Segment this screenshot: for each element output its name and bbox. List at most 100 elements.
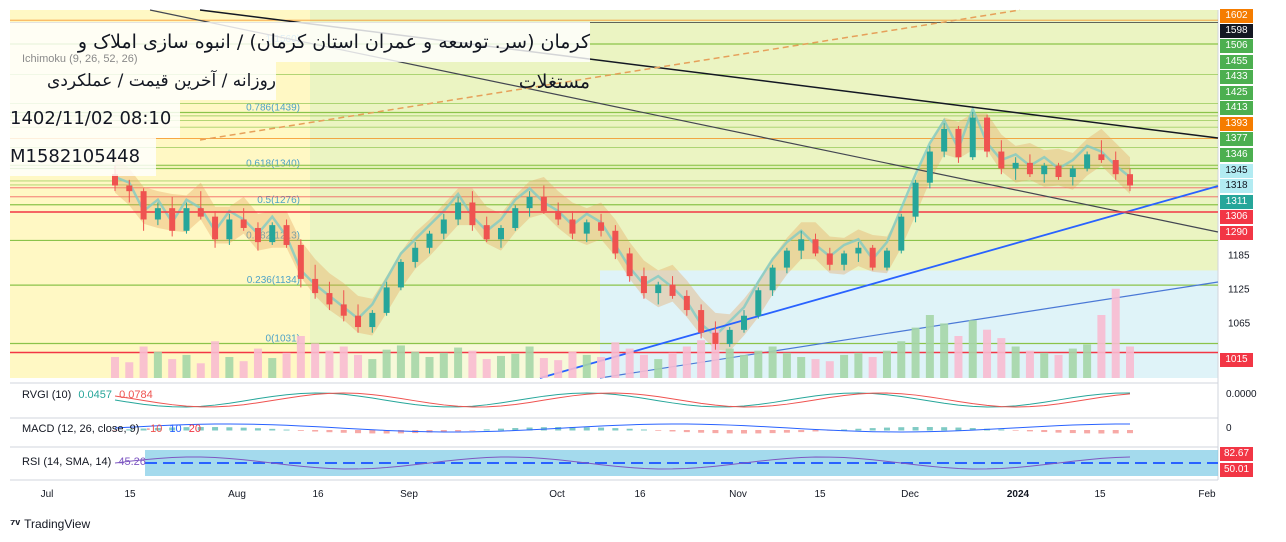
macd-name: MACD (12, 26, close, 9) <box>22 423 140 435</box>
volume-bar-37 <box>639 354 648 378</box>
macd-value-1: -10 <box>146 423 163 435</box>
macd-hist-42 <box>712 430 719 434</box>
price-tag-1015: 1015 <box>1220 353 1253 367</box>
rsi-label[interactable]: RSI (14, SMA, 14) 45.26 <box>18 456 146 468</box>
volume-bar-32 <box>568 351 577 378</box>
candle-body-36 <box>626 253 633 277</box>
candle-body-21 <box>412 247 419 262</box>
volume-bar-48 <box>797 357 806 378</box>
x-tick-11: 15 <box>1094 489 1106 500</box>
volume-bar-4 <box>168 359 177 378</box>
macd-hist-14 <box>312 430 319 432</box>
volume-bar-51 <box>840 354 849 378</box>
macd-hist-52 <box>855 428 862 431</box>
candle-body-70 <box>1112 160 1119 175</box>
volume-bar-12 <box>282 352 291 378</box>
macd-hist-9 <box>240 427 247 431</box>
candle-body-66 <box>1055 165 1062 178</box>
candle-body-53 <box>869 247 876 268</box>
candle-body-39 <box>669 284 676 296</box>
macd-hist-20 <box>397 430 404 434</box>
volume-bar-70 <box>1111 288 1120 378</box>
y-tick-2: 1065 <box>1228 318 1251 330</box>
rsi-band <box>145 450 1218 476</box>
ichimoku-name: Ichimoku (9, 26, 52, 26) <box>22 53 138 65</box>
candle-body-31 <box>555 210 562 220</box>
macd-hist-54 <box>883 427 890 431</box>
macd-hist-65 <box>1041 430 1048 433</box>
x-tick-5: Oct <box>549 489 565 500</box>
volume-bar-7 <box>211 341 220 378</box>
volume-bar-62 <box>997 338 1006 378</box>
candle-body-25 <box>469 202 476 226</box>
macd-hist-38 <box>655 430 662 431</box>
volume-bar-47 <box>782 352 791 378</box>
volume-bar-50 <box>825 361 834 378</box>
candle-body-27 <box>497 227 504 240</box>
fib-label-4: 0.618(1340) <box>246 159 300 170</box>
macd-hist-26 <box>483 429 490 431</box>
volume-bar-1 <box>125 362 134 378</box>
volume-bar-68 <box>1083 344 1092 378</box>
rsi-tag-upper: 82.67 <box>1220 447 1253 461</box>
volume-bar-69 <box>1097 315 1106 378</box>
volume-bar-49 <box>811 359 820 378</box>
candle-body-44 <box>741 315 748 330</box>
rsi-name: RSI (14, SMA, 14) <box>22 456 112 468</box>
tradingview-brand[interactable]: ⁷ᵛ TradingView <box>10 516 90 531</box>
candle-body-60 <box>969 117 976 158</box>
macd-hist-47 <box>783 430 790 433</box>
price-tag-1413: 1413 <box>1220 101 1253 115</box>
candle-body-5 <box>183 208 190 231</box>
volume-bar-52 <box>854 352 863 378</box>
volume-bar-8 <box>225 357 234 378</box>
volume-bar-41 <box>697 340 706 378</box>
rvgi-label[interactable]: RVGI (10) 0.0457 0.0784 <box>18 389 153 401</box>
candle-body-46 <box>769 267 776 291</box>
volume-bar-22 <box>425 357 434 378</box>
volume-bar-0 <box>111 357 119 378</box>
candle-body-48 <box>798 239 805 251</box>
macd-hist-3 <box>154 427 161 431</box>
macd-value-3: 20 <box>188 423 201 435</box>
volume-bar-65 <box>1040 352 1049 378</box>
volume-bar-14 <box>311 343 320 378</box>
price-tag-1290: 1290 <box>1220 226 1253 240</box>
cloud-area <box>115 113 1130 352</box>
macd-hist-35 <box>612 428 619 431</box>
candle-body-12 <box>283 225 290 245</box>
macd-hist-0 <box>112 430 118 431</box>
volume-bar-15 <box>325 350 334 378</box>
candle-body-30 <box>540 196 547 211</box>
macd-hist-69 <box>1098 430 1105 434</box>
price-tag-1393: 1393 <box>1220 117 1253 131</box>
candle-body-17 <box>355 315 362 328</box>
macd-hist-16 <box>340 430 347 433</box>
candle-body-52 <box>855 247 862 254</box>
x-tick-2: Aug <box>228 489 246 500</box>
volume-bar-5 <box>182 354 191 378</box>
rvgi-name: RVGI (10) <box>22 389 72 401</box>
volume-bar-18 <box>368 359 377 378</box>
ichimoku-label[interactable]: Ichimoku (9, 26, 52, 26) <box>18 53 138 65</box>
indicator-panes <box>112 392 1218 476</box>
volume-bar-3 <box>153 351 162 378</box>
candle-body-58 <box>941 128 948 152</box>
x-tick-6: 16 <box>634 489 646 500</box>
macd-label[interactable]: MACD (12, 26, close, 9) -10 10 20 <box>18 423 201 435</box>
volume-bar-13 <box>296 336 305 378</box>
volume-bar-61 <box>983 329 992 378</box>
volume-bar-58 <box>940 323 949 378</box>
volume-bar-53 <box>868 357 877 378</box>
volume-bar-24 <box>454 347 463 378</box>
candle-body-28 <box>512 208 519 228</box>
candle-body-8 <box>226 219 233 240</box>
rsi-tag-lower: 50.01 <box>1220 463 1253 477</box>
volume-bar-44 <box>740 354 749 378</box>
chart-subtitle: روزانه / آخرین قیمت / عملکردی <box>6 62 276 100</box>
macd-hist-37 <box>640 429 647 431</box>
x-tick-4: Sep <box>400 489 418 500</box>
candles <box>112 111 1133 350</box>
volume-bar-27 <box>496 355 505 378</box>
macd-hist-58 <box>941 427 948 431</box>
